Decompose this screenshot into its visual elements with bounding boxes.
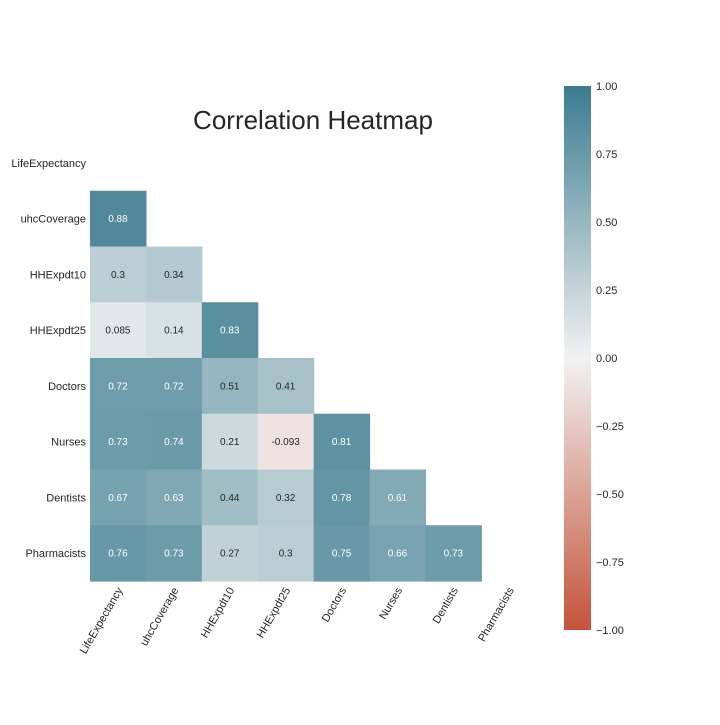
x-axis-tick-labels: LifeExpectancy uhcCoverage HHExpdt10 HHExpd… [78,585,517,656]
colorbar [564,86,591,630]
cell-value-label: 0.51 [220,381,240,392]
heatmap-cell [425,525,482,582]
heatmap-cell [257,525,315,582]
heatmap-cell [201,302,259,359]
cell-value-label: 0.75 [332,549,352,560]
cell-value-label: 0.78 [332,493,352,504]
cell-value-label: 0.14 [164,326,184,337]
colorbar-tick-label: −0.25 [596,421,624,433]
heatmap-cell [257,358,315,415]
cell-value-label: 0.83 [220,326,240,337]
cell-value-label: 0.72 [164,381,184,392]
heatmap-cell [90,413,147,471]
heatmap-cell [257,469,315,526]
cell-value-label: 0.21 [220,437,240,448]
heatmap-cell [90,190,147,248]
colorbar-tick-labels: 1.00 0.75 0.50 0.25 0.00 −0.25 −0.50 −0.75 −1.00 [596,81,624,637]
y-tick-label: Doctors [48,381,86,393]
heatmap-cell [90,302,147,359]
x-tick-label: HHExpdt10 [199,586,238,641]
cell-value-label: 0.27 [220,549,240,560]
cell-value-label: 0.61 [388,493,408,504]
x-tick-label: HHExpdt25 [255,586,294,641]
cell-value-label: 0.085 [105,326,130,337]
colorbar-tick-label: −1.00 [596,625,624,637]
colorbar-tick-label: 0.25 [596,285,617,297]
cell-value-label: 0.32 [276,493,296,504]
heatmap-cell [201,525,259,582]
colorbar-tick-label: 1.00 [596,81,617,93]
cell-value-label: 0.73 [444,549,464,560]
cell-value-label: 0.73 [108,437,128,448]
colorbar-tick-label: 0.50 [596,217,617,229]
x-tick-label: Doctors [320,585,350,624]
cell-value-label: 0.3 [111,270,125,281]
y-tick-label: Dentists [46,492,86,504]
y-tick-label: HHExpdt10 [30,269,86,281]
heatmap-cell [201,358,259,415]
cell-value-label: 0.67 [108,493,128,504]
cell-value-label: 0.63 [164,493,184,504]
y-tick-label: Nurses [51,437,86,449]
heatmap-cell [145,413,203,471]
heatmap-cells: 0.88 0.3 0.34 0.085 0.14 0.83 0.72 0.72 0.51 0.41… [90,190,482,582]
y-axis-tick-labels: LifeExpectancy uhcCoverage HHExpdt10 HHExpd… [11,158,86,560]
colorbar-tick-label: −0.50 [596,489,624,501]
cell-value-label: -0.093 [271,437,300,448]
heatmap-cell [90,525,147,582]
cell-value-label: 0.73 [164,549,184,560]
heatmap-cell [369,469,426,526]
colorbar-tick-label: 0.00 [596,353,617,365]
heatmap-cell [145,525,203,582]
heatmap-cell [313,469,371,526]
cell-value-label: 0.81 [332,437,352,448]
x-tick-label: Dentists [431,585,462,626]
heatmap-cell [145,469,203,526]
heatmap-cell [313,525,371,582]
colorbar-tick-label: −0.75 [596,557,624,569]
y-tick-label: HHExpdt25 [30,325,86,337]
heatmap-cell [369,525,426,582]
x-tick-label: LifeExpectancy [78,585,126,656]
cell-value-label: 0.41 [276,381,296,392]
cell-value-label: 0.66 [388,549,408,560]
y-tick-label: Pharmacists [25,548,86,560]
heatmap-cell [313,413,371,471]
heatmap-cell [257,413,315,471]
cell-value-label: 0.3 [279,549,293,560]
heatmap-cell [145,358,203,415]
cell-value-label: 0.34 [164,270,184,281]
y-tick-label: uhcCoverage [21,214,86,226]
heatmap-cell [145,302,203,359]
cell-value-label: 0.88 [108,214,128,225]
cell-value-label: 0.44 [220,493,240,504]
x-tick-label: Pharmacists [476,585,517,644]
heatmap-cell [201,469,259,526]
y-tick-label: LifeExpectancy [11,158,86,170]
heatmap-cell [145,246,203,303]
cell-value-label: 0.74 [164,437,184,448]
x-tick-label: uhcCoverage [138,586,181,649]
x-tick-label: Nurses [377,585,405,622]
colorbar-tick-label: 0.75 [596,149,617,161]
heatmap-cell [90,358,147,415]
chart-title: Correlation Heatmap [193,105,433,135]
cell-value-label: 0.76 [108,549,128,560]
cell-value-label: 0.72 [108,381,128,392]
heatmap-cell [90,469,147,526]
heatmap-cell [201,413,259,471]
heatmap-cell [90,246,147,303]
